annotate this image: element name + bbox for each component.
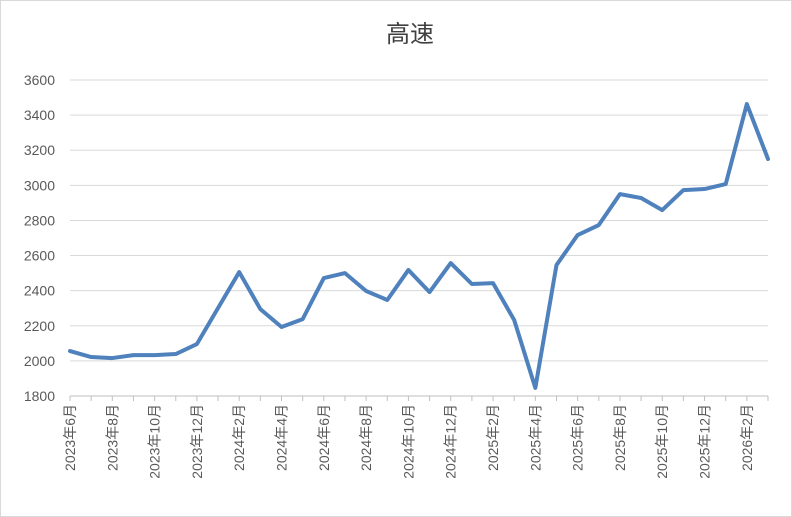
- y-tick-label: 2200: [24, 318, 55, 334]
- y-tick-label: 2600: [24, 248, 55, 264]
- x-tick-label: 2023年12月: [189, 404, 205, 479]
- x-tick-label: 2023年10月: [147, 404, 163, 479]
- y-tick-label: 3200: [24, 142, 55, 158]
- y-tick-label: 3600: [24, 72, 55, 88]
- y-tick-label: 3000: [24, 177, 55, 193]
- x-tick-label: 2025年8月: [612, 404, 628, 471]
- x-tick-label: 2025年6月: [570, 404, 586, 471]
- x-tick-label: 2025年12月: [697, 404, 713, 479]
- data-line: [68, 102, 770, 390]
- y-tick-label: 3400: [24, 107, 55, 123]
- x-tick-label: 2024年2月: [231, 404, 247, 471]
- x-tick-label: 2024年10月: [400, 404, 416, 479]
- x-tick-label: 2025年10月: [654, 404, 670, 479]
- x-tick-label: 2024年6月: [316, 404, 332, 471]
- y-tick-label: 2800: [24, 212, 55, 228]
- x-tick-label: 2025年2月: [485, 404, 501, 471]
- y-tick-label: 1800: [24, 388, 55, 404]
- y-tick-label: 2000: [24, 353, 55, 369]
- x-tick-label: 2026年2月: [739, 404, 755, 471]
- x-tick-label: 2024年8月: [358, 404, 374, 471]
- y-tick-label: 2400: [24, 283, 55, 299]
- x-tick-label: 2024年4月: [274, 404, 290, 471]
- chart-title: 高速: [386, 21, 434, 48]
- x-tick-label: 2023年8月: [104, 404, 120, 471]
- x-tick-label: 2025年4月: [527, 404, 543, 471]
- x-tick-label: 2024年12月: [443, 404, 459, 479]
- x-tick-label: 2023年6月: [62, 404, 78, 471]
